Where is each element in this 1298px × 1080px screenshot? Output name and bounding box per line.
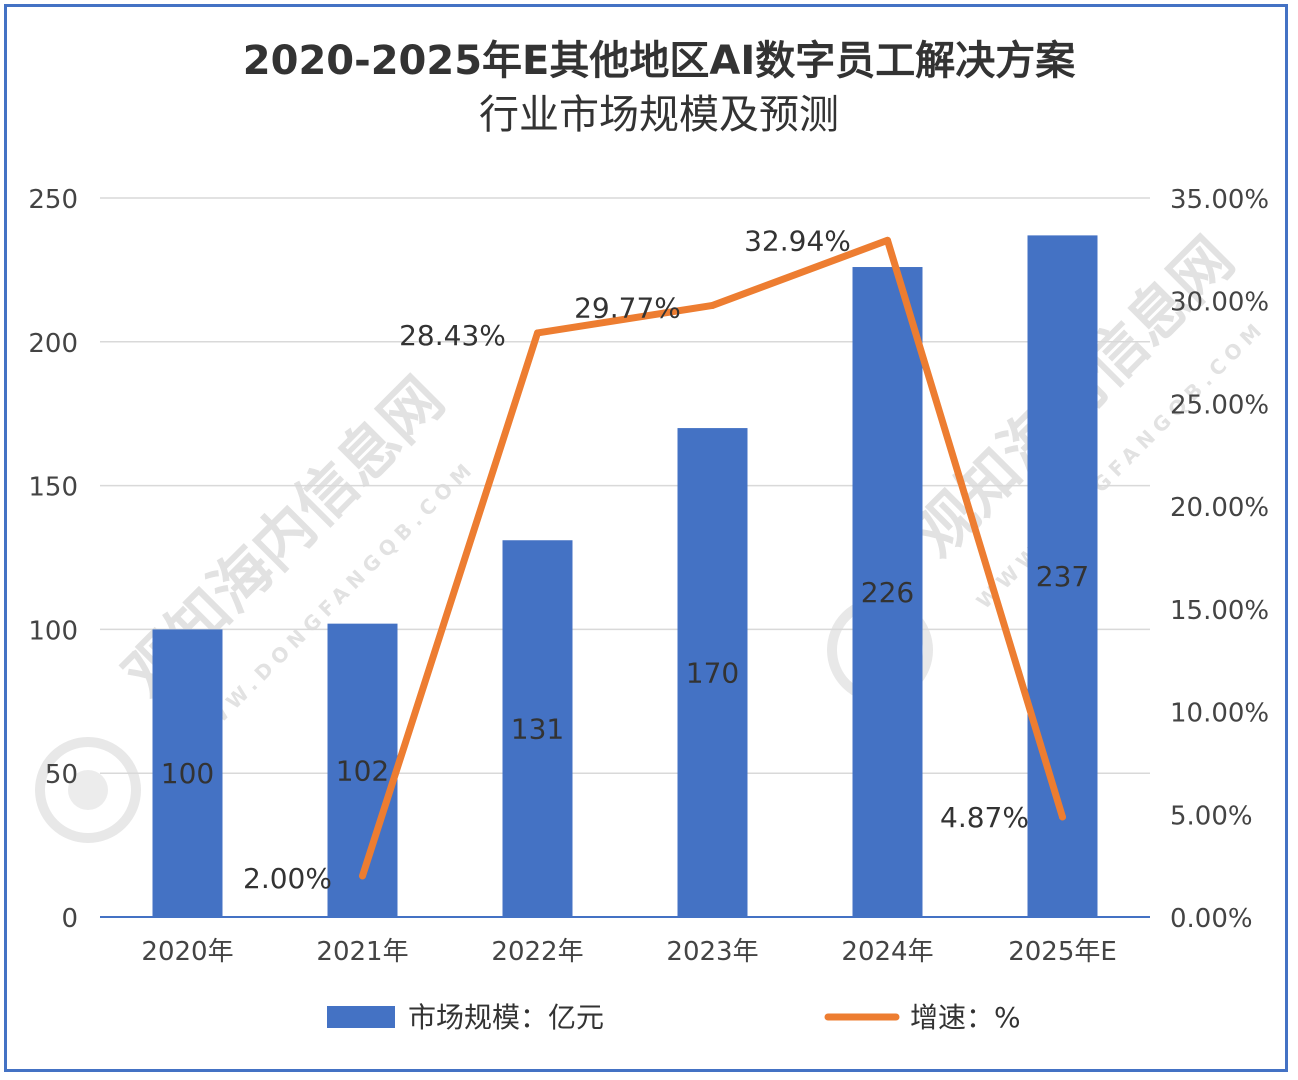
x-tick-label: 2022年	[491, 937, 583, 967]
watermark-logo-icon	[35, 737, 141, 843]
bar	[152, 629, 223, 917]
line-data-label: 28.43%	[399, 319, 506, 352]
y-right-tick-label: 25.00%	[1170, 390, 1269, 420]
x-tick-label: 2021年	[316, 937, 408, 967]
chart-title-line2: 行业市场规模及预测	[479, 92, 839, 138]
chart-title-line1: 2020-2025年E其他地区AI数字员工解决方案	[243, 38, 1076, 84]
line-point	[884, 236, 891, 244]
y-right-tick-label: 20.00%	[1170, 493, 1269, 523]
y-left-tick-label: 0	[61, 904, 78, 934]
bar-data-label: 131	[511, 713, 564, 746]
bar-data-label: 170	[686, 657, 739, 690]
bar-data-label: 237	[1036, 560, 1089, 593]
line-data-labels: 2.00% 28.43% 29.77% 32.94% 4.87%	[243, 224, 1029, 895]
bar-data-label: 102	[336, 754, 389, 787]
y-right-tick-label: 15.00%	[1170, 596, 1269, 626]
line-series	[359, 236, 1066, 880]
bar-data-labels: 100 102 131 170 226 237	[161, 560, 1089, 790]
line-data-label: 29.77%	[574, 291, 681, 324]
y-left-tick-label: 50	[45, 760, 78, 790]
bar-data-label: 100	[161, 757, 214, 790]
bar	[677, 428, 748, 917]
line-point	[709, 301, 716, 309]
y-right-tick-label: 5.00%	[1170, 801, 1253, 831]
y-right-tick-label: 0.00%	[1170, 904, 1253, 934]
legend: 市场规模：亿元 增速：%	[327, 1001, 1021, 1034]
y-right-tick-label: 10.00%	[1170, 699, 1269, 729]
legend-label-line: 增速：%	[910, 1001, 1021, 1034]
line-point	[1059, 813, 1066, 821]
x-tick-label: 2023年	[666, 937, 758, 967]
bar	[1027, 235, 1098, 917]
bar	[852, 267, 923, 917]
y-right-tick-label: 30.00%	[1170, 288, 1269, 318]
bar-data-label: 226	[861, 576, 914, 609]
line-point	[534, 329, 541, 337]
y-left-tick-label: 250	[28, 185, 78, 215]
y-left-tick-label: 100	[28, 616, 78, 646]
y-left-tick-label: 150	[28, 473, 78, 503]
line-data-label: 32.94%	[744, 224, 851, 257]
watermark-left: 观知海内信息网 WWW.DONGFANGQB.COM	[35, 364, 480, 843]
x-tick-label: 2025年E	[1008, 937, 1117, 967]
watermark-logo-core-icon	[68, 770, 108, 810]
legend-swatch-bars	[327, 1006, 395, 1028]
line-data-label: 2.00%	[243, 862, 332, 895]
legend-label-bars: 市场规模：亿元	[408, 1001, 604, 1034]
bar-series	[152, 235, 1098, 917]
axes: 0 50 100 150 200 250 0.00% 5.00% 10.00% 15.00% 20.…	[28, 185, 1269, 967]
line-point	[359, 872, 366, 880]
gridlines	[100, 197, 1150, 774]
y-right-tick-label: 35.00%	[1170, 185, 1269, 215]
line-data-label: 4.87%	[940, 801, 1029, 834]
y-left-tick-label: 200	[28, 329, 78, 359]
x-tick-label: 2024年	[841, 937, 933, 967]
bar	[502, 540, 573, 917]
x-tick-label: 2020年	[141, 937, 233, 967]
